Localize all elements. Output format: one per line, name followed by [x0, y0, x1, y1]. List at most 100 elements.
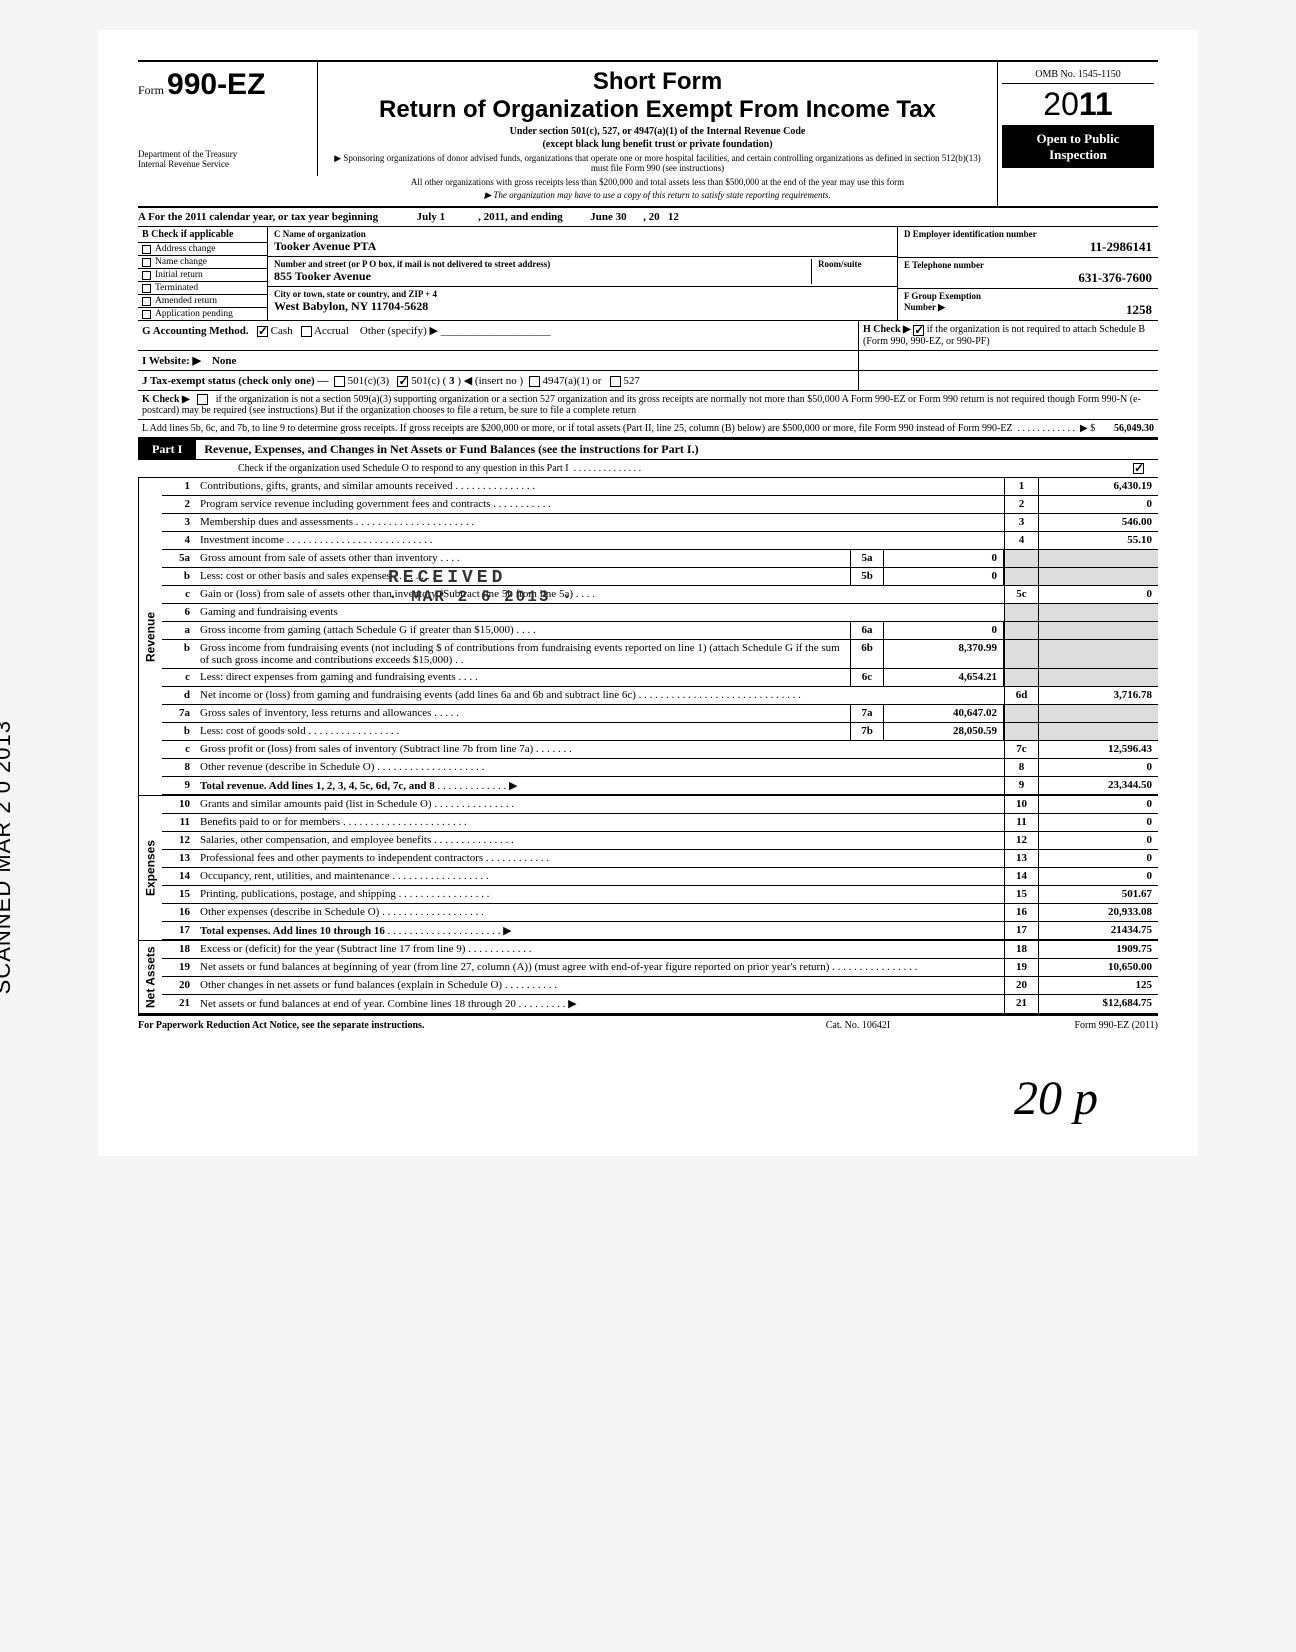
revenue-section: Revenue 1Contributions, gifts, grants, a…	[138, 478, 1158, 795]
g-accrual: Accrual	[314, 325, 349, 337]
checkbox-cash[interactable]	[257, 326, 268, 337]
box-val: 21434.75	[1038, 922, 1158, 939]
group-exemption-row: F Group Exemption Number ▶ 1258	[898, 289, 1158, 315]
omb-number: OMB No. 1545-1150	[1002, 66, 1154, 84]
desc-text: Program service revenue including govern…	[200, 498, 490, 510]
header-note-2: All other organizations with gross recei…	[326, 177, 989, 187]
desc-text: Less: cost of goods sold	[200, 725, 306, 737]
row-l: L Add lines 5b, 6c, and 7b, to line 9 to…	[138, 420, 1158, 439]
arrow-icon: ▶	[509, 780, 517, 792]
lno: c	[162, 586, 196, 603]
lno: 9	[162, 777, 196, 794]
desc-text: Benefits paid to or for members	[200, 816, 340, 828]
row-h-cont	[858, 351, 1158, 370]
box-no	[1004, 705, 1038, 722]
line-desc: Gaming and fundraising events	[196, 604, 1004, 621]
desc-text: Membership dues and assessments	[200, 516, 353, 528]
title-1: Short Form	[326, 68, 989, 96]
j-o2: 501(c) (	[411, 375, 446, 387]
box-val: 55.10	[1038, 532, 1158, 549]
chk-address-change: Address change	[138, 243, 267, 256]
line-a-begin: July 1	[417, 211, 445, 223]
box-no: 13	[1004, 850, 1038, 867]
checkbox-501c3[interactable]	[334, 376, 345, 387]
line-desc: Program service revenue including govern…	[196, 496, 1004, 513]
lno: c	[162, 741, 196, 758]
checkbox-icon[interactable]	[142, 310, 151, 319]
page-footer: For Paperwork Reduction Act Notice, see …	[138, 1014, 1158, 1031]
row-h: H Check ▶ if the organization is not req…	[858, 321, 1158, 349]
lno: 4	[162, 532, 196, 549]
lno: 16	[162, 904, 196, 921]
checkbox-icon[interactable]	[142, 271, 151, 280]
box-val: 0	[1038, 586, 1158, 603]
public-1: Open to Public	[1006, 131, 1150, 147]
box-val: 20,933.08	[1038, 904, 1158, 921]
box-no: 11	[1004, 814, 1038, 831]
room-label: Room/suite	[818, 259, 891, 269]
net-assets-section: Net Assets 18Excess or (deficit) for the…	[138, 940, 1158, 1014]
box-val	[1038, 640, 1158, 668]
checkbox-icon[interactable]	[142, 284, 151, 293]
box-val: 501.67	[1038, 886, 1158, 903]
desc-text: Net assets or fund balances at end of ye…	[200, 998, 516, 1010]
checkbox-icon[interactable]	[142, 297, 151, 306]
lno: d	[162, 687, 196, 704]
desc-text: Other expenses (describe in Schedule O)	[200, 906, 379, 918]
desc-text: Net income or (loss) from gaming and fun…	[200, 689, 636, 701]
box-no	[1004, 669, 1038, 686]
desc-text: Contributions, gifts, grants, and simila…	[200, 480, 453, 492]
row-g: G Accounting Method. Cash Accrual Other …	[138, 321, 858, 349]
line-desc: Net assets or fund balances at beginning…	[196, 959, 1004, 976]
line-desc: Other expenses (describe in Schedule O) …	[196, 904, 1004, 921]
line-desc: Occupancy, rent, utilities, and maintena…	[196, 868, 1004, 885]
footer-right: Form 990-EZ (2011)	[958, 1020, 1158, 1031]
box-val	[1038, 723, 1158, 740]
box-val: 0	[1038, 759, 1158, 776]
box-val: 0	[1038, 814, 1158, 831]
desc-text: Excess or (deficit) for the year (Subtra…	[200, 943, 465, 955]
line-desc: Gross income from gaming (attach Schedul…	[196, 622, 850, 639]
line-desc: Gross income from fundraising events (no…	[196, 640, 850, 668]
box-val	[1038, 604, 1158, 621]
phone-value: 631-376-7600	[904, 270, 1152, 286]
form-header: Form 990-EZ Department of the Treasury I…	[138, 60, 1158, 208]
header-left: Form 990-EZ Department of the Treasury I…	[138, 62, 318, 176]
k-label: K Check ▶	[142, 394, 190, 405]
desc-text: Less: cost or other basis and sales expe…	[200, 570, 391, 582]
box-val: 0	[1038, 496, 1158, 513]
desc-text: Net assets or fund balances at beginning…	[200, 961, 829, 973]
box-no: 12	[1004, 832, 1038, 849]
g-cash: Cash	[271, 325, 293, 337]
e-label: E Telephone number	[904, 260, 1152, 270]
lno: 15	[162, 886, 196, 903]
checkbox-501c[interactable]	[397, 376, 408, 387]
section-def: D Employer identification number 11-2986…	[898, 227, 1158, 320]
checkbox-accrual[interactable]	[301, 326, 312, 337]
line-desc: Gain or (loss) from sale of assets other…	[196, 586, 1004, 603]
checkbox-icon[interactable]	[142, 245, 151, 254]
j-label: J Tax-exempt status (check only one) —	[142, 375, 328, 387]
desc-text: Gross sales of inventory, less returns a…	[200, 707, 431, 719]
checkbox-4947[interactable]	[529, 376, 540, 387]
midbox-val: 0	[884, 568, 1004, 585]
subtitle-1: Under section 501(c), 527, or 4947(a)(1)…	[326, 126, 989, 137]
box-no: 4	[1004, 532, 1038, 549]
checkbox-k[interactable]	[197, 394, 208, 405]
line-a-comma: , 20	[643, 211, 660, 223]
expenses-label: Expenses	[138, 796, 162, 940]
line-a: A For the 2011 calendar year, or tax yea…	[138, 208, 1158, 227]
box-val	[1038, 550, 1158, 567]
box-no: 3	[1004, 514, 1038, 531]
midbox-no: 6c	[850, 669, 884, 686]
checkbox-icon[interactable]	[142, 258, 151, 267]
part-1-header: Part I Revenue, Expenses, and Changes in…	[138, 439, 1158, 460]
checkbox-part1[interactable]	[1133, 463, 1144, 474]
chk-amended: Amended return	[138, 295, 267, 308]
city-row: City or town, state or country, and ZIP …	[268, 287, 897, 316]
box-no	[1004, 604, 1038, 621]
checkbox-h[interactable]	[913, 325, 924, 336]
midbox-no: 7b	[850, 723, 884, 740]
checkbox-527[interactable]	[610, 376, 621, 387]
dept-line2: Internal Revenue Service	[138, 160, 311, 170]
